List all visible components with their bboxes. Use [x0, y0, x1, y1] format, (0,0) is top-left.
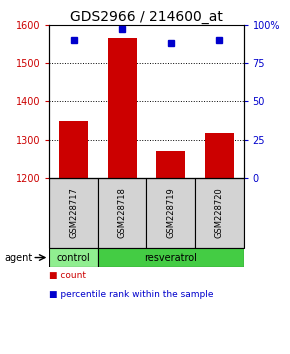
Bar — [156, 150, 185, 178]
Text: resveratrol: resveratrol — [144, 252, 197, 263]
Bar — [205, 133, 234, 178]
Bar — [49, 178, 98, 248]
Text: GSM228719: GSM228719 — [166, 188, 175, 238]
Text: control: control — [57, 252, 90, 263]
Text: GSM228720: GSM228720 — [215, 188, 224, 238]
Bar — [195, 178, 244, 248]
Text: GSM228718: GSM228718 — [118, 188, 127, 238]
Bar — [98, 178, 146, 248]
Text: GSM228717: GSM228717 — [69, 188, 78, 238]
Bar — [59, 121, 88, 178]
Text: ■ count: ■ count — [49, 271, 86, 280]
Bar — [49, 248, 98, 267]
Title: GDS2966 / 214600_at: GDS2966 / 214600_at — [70, 10, 223, 24]
Text: agent: agent — [4, 252, 32, 263]
Bar — [98, 248, 244, 267]
Bar — [108, 38, 137, 178]
Text: ■ percentile rank within the sample: ■ percentile rank within the sample — [49, 290, 214, 299]
Bar — [146, 178, 195, 248]
